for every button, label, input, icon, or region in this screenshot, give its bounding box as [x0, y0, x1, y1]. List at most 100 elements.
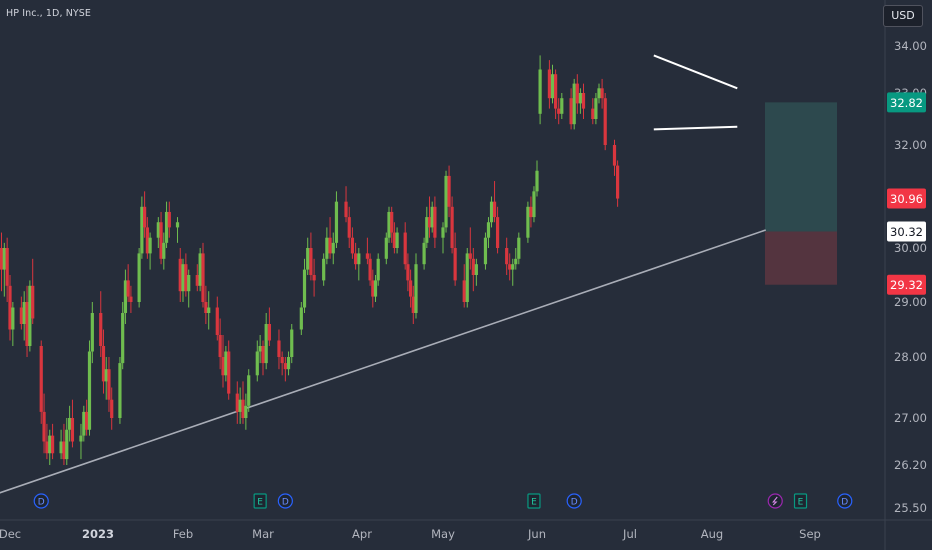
candle — [221, 335, 225, 388]
candle-body — [39, 346, 43, 412]
candle-body — [373, 280, 378, 297]
earnings-event-marker[interactable]: E — [253, 493, 267, 509]
candle — [450, 196, 454, 254]
candle-body — [578, 93, 582, 104]
symbol-title: HP Inc., 1D, NYSE — [6, 8, 92, 19]
candle-body — [195, 275, 199, 286]
candle — [344, 186, 348, 223]
candle — [140, 196, 144, 259]
candle — [99, 291, 103, 357]
candle — [483, 232, 488, 270]
candle-body — [299, 307, 303, 330]
candle-body — [42, 411, 46, 442]
candle — [264, 313, 268, 370]
candle — [255, 340, 259, 382]
split-event-marker[interactable] — [767, 493, 783, 509]
candle — [261, 340, 265, 376]
candle-body — [489, 201, 494, 223]
dividend-icon — [33, 493, 49, 509]
candle — [104, 357, 108, 400]
candle — [306, 237, 310, 275]
candle — [384, 232, 388, 265]
candle-body — [517, 237, 521, 259]
candle — [532, 186, 536, 223]
candle-body — [181, 264, 185, 292]
candle — [70, 399, 75, 448]
candle-body — [411, 296, 415, 313]
candle — [581, 83, 586, 119]
candle-body — [45, 441, 49, 454]
candle-body — [511, 264, 515, 270]
candle — [347, 206, 351, 248]
candle-body — [444, 175, 448, 228]
price-tick-label: 32.00 — [894, 138, 927, 152]
candle-body — [594, 98, 598, 119]
event-label: E — [798, 498, 804, 508]
candle-body — [280, 357, 284, 364]
time-tick-label: Aug — [701, 527, 723, 541]
candle — [444, 170, 448, 233]
candle-body — [201, 253, 205, 302]
candle-body — [483, 237, 488, 265]
candle — [195, 264, 199, 292]
candle — [187, 269, 191, 308]
dividend-event-marker[interactable]: D — [33, 493, 49, 509]
candle — [594, 93, 598, 125]
event-label: E — [531, 498, 537, 508]
price-label-text: 30.96 — [890, 192, 923, 206]
price-label-bg — [887, 221, 926, 242]
candle-body — [187, 275, 191, 292]
candle-body — [569, 98, 573, 125]
price-tick-label: 28.00 — [894, 350, 927, 364]
candle-body — [471, 258, 475, 275]
candle-body — [145, 227, 149, 254]
candle-body — [384, 237, 388, 259]
candle-body — [554, 74, 558, 109]
candle — [164, 201, 169, 248]
candle-body — [591, 108, 595, 119]
currency-button[interactable]: USD — [883, 5, 923, 27]
candle-body — [110, 399, 114, 418]
dividend-icon — [277, 493, 293, 509]
price-axis: 34.0033.0032.0030.0029.0028.0027.0026.20… — [884, 0, 927, 550]
candle — [8, 275, 12, 341]
candle-body — [2, 248, 6, 270]
candle-body — [123, 280, 128, 313]
event-label: D — [841, 498, 848, 508]
candle — [578, 88, 582, 114]
earnings-event-marker[interactable]: E — [793, 493, 808, 509]
candle-body — [241, 399, 245, 418]
candle-body — [140, 206, 144, 254]
candle-body — [344, 201, 348, 218]
candle — [241, 381, 245, 424]
candle — [453, 232, 457, 286]
candle — [145, 217, 149, 259]
target-price-label: 32.82 — [887, 92, 926, 113]
split-icon — [767, 493, 783, 509]
candle-body — [11, 307, 15, 330]
candle-body — [31, 285, 35, 319]
price-tick-label: 27.00 — [894, 411, 927, 425]
candle — [238, 387, 242, 424]
earnings-event-marker[interactable]: E — [527, 493, 541, 509]
event-label: D — [282, 498, 289, 508]
candle — [554, 69, 558, 119]
candle-body — [238, 399, 242, 412]
candle-body — [603, 98, 607, 145]
candle — [411, 285, 415, 324]
candle — [371, 269, 375, 308]
candle-body — [406, 264, 410, 281]
candle — [123, 269, 128, 324]
candle-body — [156, 222, 160, 238]
dividend-event-marker[interactable]: D — [837, 493, 853, 509]
candle-body — [264, 324, 268, 364]
candlestick-series — [0, 55, 620, 465]
dividend-event-marker[interactable]: D — [277, 493, 293, 509]
candle-body — [328, 237, 332, 254]
candle-body — [70, 418, 75, 442]
dividend-event-marker[interactable]: D — [566, 493, 582, 509]
candle — [184, 253, 188, 297]
candle — [447, 165, 451, 218]
